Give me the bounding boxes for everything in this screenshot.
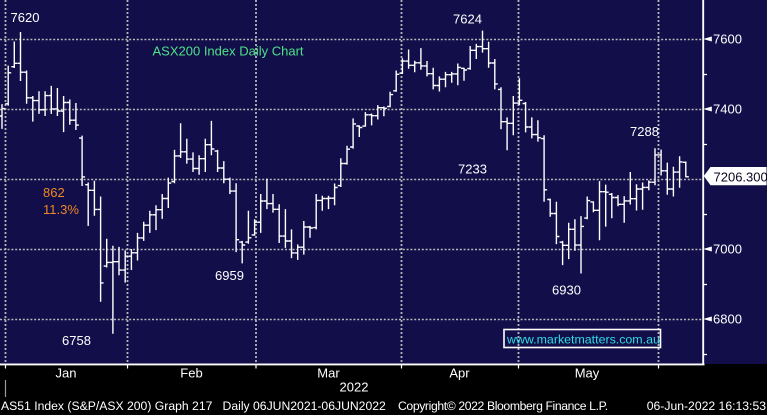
svg-text:7620: 7620 bbox=[11, 10, 40, 25]
svg-text:May: May bbox=[575, 366, 600, 381]
svg-text:11.3%: 11.3% bbox=[43, 202, 79, 217]
svg-text:06-Jun-2022 16:13:53: 06-Jun-2022 16:13:53 bbox=[647, 399, 766, 413]
svg-text:ASX200 Index Daily Chart: ASX200 Index Daily Chart bbox=[153, 44, 304, 59]
svg-text:7600: 7600 bbox=[713, 32, 742, 47]
svg-text:Jan: Jan bbox=[56, 366, 77, 381]
svg-text:7000: 7000 bbox=[713, 242, 742, 257]
svg-text:7400: 7400 bbox=[713, 102, 742, 117]
svg-text:Apr: Apr bbox=[449, 366, 470, 381]
svg-text:Copyright© 2022 Bloomberg Fina: Copyright© 2022 Bloomberg Finance L.P. bbox=[398, 399, 608, 413]
svg-text:7233: 7233 bbox=[458, 162, 487, 177]
svg-text:Mar: Mar bbox=[317, 366, 340, 381]
svg-text:AS51 Index (S&P/ASX 200) Graph: AS51 Index (S&P/ASX 200) Graph 217 Daily… bbox=[1, 399, 386, 413]
svg-text:6959: 6959 bbox=[215, 268, 244, 283]
svg-text:862: 862 bbox=[43, 185, 65, 200]
svg-text:2022: 2022 bbox=[340, 380, 369, 395]
svg-text:6758: 6758 bbox=[62, 333, 91, 348]
svg-text:7288: 7288 bbox=[630, 124, 659, 139]
svg-text:6930: 6930 bbox=[552, 283, 581, 298]
svg-text:6800: 6800 bbox=[713, 312, 742, 327]
svg-text:www.marketmatters.com.au: www.marketmatters.com.au bbox=[506, 333, 660, 347]
svg-text:7206.300: 7206.300 bbox=[714, 170, 767, 185]
svg-text:7624: 7624 bbox=[453, 12, 482, 27]
svg-text:Feb: Feb bbox=[180, 366, 202, 381]
